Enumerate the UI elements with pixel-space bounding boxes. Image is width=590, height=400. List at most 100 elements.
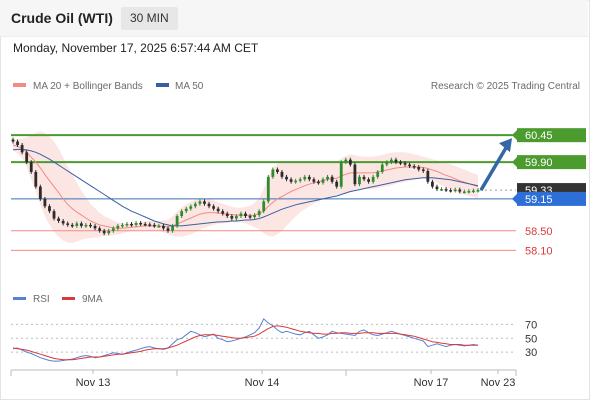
bollinger-bands bbox=[13, 131, 478, 243]
candle bbox=[239, 213, 243, 217]
candle bbox=[230, 216, 234, 219]
candle bbox=[25, 152, 29, 163]
level-badge-59.90 bbox=[517, 155, 586, 170]
candle bbox=[435, 186, 439, 190]
candle bbox=[244, 213, 247, 217]
bollinger-fill bbox=[13, 131, 478, 243]
level-badge-pointer bbox=[512, 130, 517, 141]
timeframe-badge[interactable]: 30 MIN bbox=[121, 7, 178, 30]
candle bbox=[358, 176, 361, 185]
candle bbox=[408, 164, 412, 167]
candle bbox=[403, 163, 407, 165]
candle bbox=[317, 181, 320, 184]
rsi-legend-label: RSI bbox=[33, 294, 50, 305]
candle bbox=[139, 222, 143, 225]
rsi-series-9MA bbox=[12, 325, 478, 361]
timestamp: Monday, November 17, 2025 6:57:44 AM CET bbox=[13, 41, 259, 55]
level-badge-60.45 bbox=[517, 128, 586, 143]
candle bbox=[362, 176, 366, 180]
x-axis: Nov 13 Nov 14 Nov 17 Nov 23 bbox=[10, 370, 517, 389]
candle bbox=[367, 179, 370, 182]
candle bbox=[472, 190, 475, 193]
level-lines bbox=[11, 134, 516, 251]
candle bbox=[298, 179, 302, 181]
candle bbox=[216, 208, 220, 212]
candle bbox=[385, 162, 389, 165]
candle bbox=[276, 169, 279, 172]
candle bbox=[61, 220, 65, 224]
candle bbox=[467, 191, 471, 193]
candle bbox=[376, 171, 380, 177]
candle bbox=[303, 176, 307, 180]
candle bbox=[79, 223, 83, 226]
candle bbox=[458, 189, 462, 192]
credit-text: Research © 2025 Trading Central bbox=[431, 81, 580, 92]
candle bbox=[271, 169, 275, 177]
candle bbox=[371, 176, 375, 182]
level-label-58.50: 58.50 bbox=[525, 226, 553, 238]
candle bbox=[339, 162, 343, 187]
candle bbox=[294, 180, 298, 183]
candle bbox=[162, 225, 165, 229]
header-bar: Crude Oil (WTI) 30 MIN bbox=[0, 0, 588, 37]
candle bbox=[449, 190, 453, 192]
candle bbox=[52, 211, 56, 219]
projection-arrow-shaft bbox=[479, 145, 509, 191]
rsi-legend-swatch bbox=[13, 297, 26, 300]
candle bbox=[130, 223, 133, 226]
candle bbox=[175, 216, 179, 226]
candle bbox=[43, 198, 47, 207]
ma20-legend-label: MA 20 + Bollinger Bands bbox=[33, 81, 143, 92]
candle bbox=[335, 181, 339, 187]
rsi-panel: 70 50 30 bbox=[11, 318, 537, 362]
rsi-ma-legend-label: 9MA bbox=[82, 294, 103, 305]
candle bbox=[248, 216, 252, 218]
x-tick-label: Nov 17 bbox=[414, 377, 449, 389]
candle bbox=[312, 179, 316, 182]
candle bbox=[289, 179, 293, 182]
rsi-ma-legend-swatch bbox=[62, 297, 75, 300]
candle bbox=[307, 176, 311, 180]
candle bbox=[399, 162, 402, 164]
candle bbox=[116, 225, 120, 229]
candle bbox=[266, 176, 270, 202]
candle bbox=[212, 206, 215, 209]
x-tick-label: Nov 14 bbox=[245, 377, 280, 389]
candle bbox=[166, 228, 170, 231]
level-badge-pointer bbox=[512, 157, 517, 168]
candle bbox=[417, 167, 421, 170]
rsi-tick-70: 70 bbox=[525, 319, 537, 331]
candle bbox=[389, 159, 393, 163]
rsi-tick-30: 30 bbox=[525, 347, 537, 359]
candle bbox=[148, 224, 152, 226]
candle bbox=[394, 159, 398, 163]
candle bbox=[348, 159, 352, 165]
projection-arrow bbox=[479, 138, 512, 191]
candle bbox=[426, 170, 430, 182]
candle bbox=[203, 201, 206, 204]
candle bbox=[38, 186, 42, 199]
candle bbox=[152, 224, 156, 227]
candle bbox=[285, 176, 288, 180]
candle bbox=[89, 224, 92, 227]
candle bbox=[380, 164, 384, 172]
ma50-line bbox=[12, 148, 479, 227]
candle bbox=[440, 189, 443, 191]
candle bbox=[262, 201, 266, 212]
projection-arrow-head bbox=[499, 138, 512, 153]
candle bbox=[344, 159, 348, 163]
x-tick-label: Nov 13 bbox=[76, 377, 111, 389]
candle bbox=[121, 224, 124, 227]
candle bbox=[20, 144, 24, 153]
rsi-tick-50: 50 bbox=[525, 333, 537, 345]
ma20-legend-swatch bbox=[13, 83, 26, 87]
candle bbox=[102, 230, 106, 234]
candle bbox=[326, 176, 329, 180]
candle bbox=[157, 225, 161, 228]
ma50-legend-label: MA 50 bbox=[175, 81, 204, 92]
candle bbox=[476, 190, 480, 192]
candle bbox=[98, 228, 102, 231]
candle bbox=[143, 223, 147, 226]
